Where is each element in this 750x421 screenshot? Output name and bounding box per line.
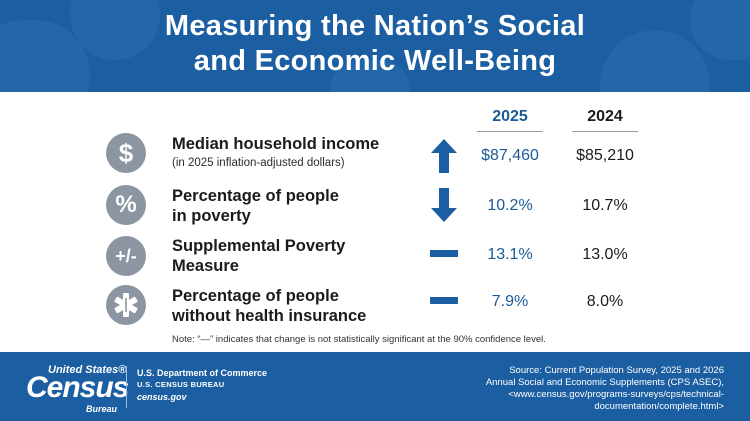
value-2024: $85,210 [576, 147, 634, 164]
row-label-line-1: Supplemental Poverty [172, 237, 346, 255]
source-url-line-2[interactable]: documentation/complete.html> [594, 401, 724, 412]
no-change-dash-icon [430, 250, 458, 257]
row-median-income: $ Median household income (in 2025 infla… [0, 130, 750, 180]
value-2025: 13.1% [487, 246, 533, 263]
source-line-2: Annual Social and Economic Supplements (… [485, 377, 724, 388]
dollar-icon: $ [106, 133, 146, 173]
census-gov-link[interactable]: census.gov [137, 392, 187, 402]
logo-census: Census [26, 371, 129, 404]
value-2024: 13.0% [582, 246, 628, 263]
title-line-2: and Economic Well-Being [193, 45, 557, 77]
row-poverty: % Percentage of people in poverty 10.2% … [0, 182, 750, 232]
footer-divider [126, 366, 127, 408]
row-label-line-1: Percentage of people [172, 187, 339, 205]
dept-commerce: U.S. Department of Commerce [137, 368, 268, 378]
value-2024: 10.7% [582, 197, 628, 214]
logo-united-states: United States® [48, 364, 127, 376]
row-label-line-1: Percentage of people [172, 287, 339, 305]
value-2024: 8.0% [586, 293, 624, 310]
page-title: Measuring the Nation’s Social and Econom… [0, 9, 750, 79]
percent-icon: % [106, 185, 146, 225]
footnote: Note: “—” indicates that change is not s… [172, 334, 546, 345]
footer: United States® Census Bureau U.S. Depart… [0, 352, 750, 421]
header-pattern [330, 60, 410, 92]
arrow-down-icon [431, 188, 457, 222]
source-url-line-1[interactable]: <www.census.gov/programs-surveys/cps/tec… [508, 389, 724, 400]
row-label-line-2: in poverty [172, 207, 251, 225]
row-supplemental-poverty: +/- Supplemental Poverty Measure 13.1% 1… [0, 233, 750, 283]
row-health-insurance: Percentage of people without health insu… [0, 284, 750, 334]
row-label: Median household income [172, 135, 380, 153]
row-label-line-2: Measure [172, 257, 239, 275]
medical-star-glyph [114, 293, 138, 317]
row-label-line-2: without health insurance [172, 307, 367, 325]
row-label: Supplemental Poverty Measure [172, 236, 345, 276]
logo-bureau: Bureau [86, 404, 118, 414]
column-header-2024: 2024 [572, 108, 638, 132]
value-2025: 10.2% [487, 197, 533, 214]
column-header-2025: 2025 [477, 108, 543, 132]
source-line-1: Source: Current Population Survey, 2025 … [509, 365, 724, 376]
title-line-1: Measuring the Nation’s Social [164, 10, 586, 42]
source-citation: Source: Current Population Survey, 2025 … [364, 365, 724, 413]
plus-minus-icon: +/- [106, 236, 146, 276]
medical-star-icon [106, 285, 146, 325]
value-2025: 7.9% [491, 293, 529, 310]
dept-census-bureau: U.S. CENSUS BUREAU [137, 380, 225, 389]
row-label: Percentage of people in poverty [172, 186, 339, 226]
no-change-dash-icon [430, 297, 458, 304]
row-label: Percentage of people without health insu… [172, 286, 366, 326]
arrow-up-icon [431, 139, 457, 173]
row-sublabel: (in 2025 inflation-adjusted dollars) [172, 157, 345, 169]
value-2025: $87,460 [481, 147, 539, 164]
header-banner: Measuring the Nation’s Social and Econom… [0, 0, 750, 92]
